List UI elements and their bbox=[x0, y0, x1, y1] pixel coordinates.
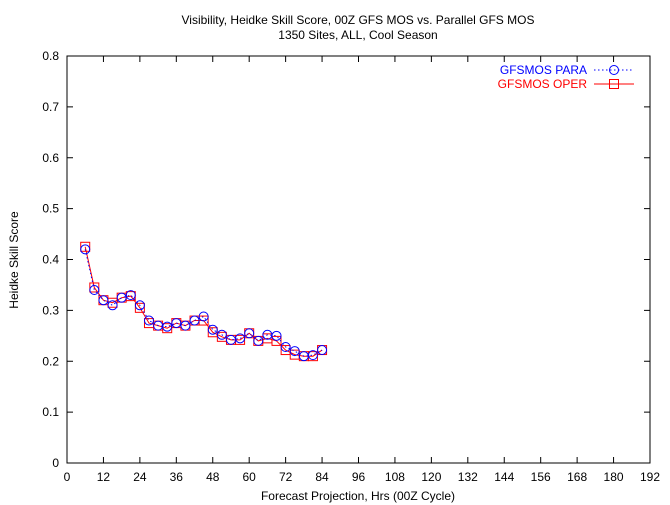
x-tick-label: 12 bbox=[97, 470, 111, 484]
data-point bbox=[180, 320, 191, 331]
y-tick-label: 0.1 bbox=[42, 405, 59, 419]
data-point bbox=[171, 318, 182, 329]
data-point bbox=[235, 333, 246, 344]
y-axis-label: Heidke Skill Score bbox=[7, 211, 21, 309]
x-tick-label: 180 bbox=[604, 470, 624, 484]
data-point bbox=[89, 282, 100, 293]
y-tick-label: 0.3 bbox=[42, 303, 59, 317]
y-tick-label: 0.7 bbox=[42, 100, 59, 114]
x-tick-label: 48 bbox=[206, 470, 220, 484]
x-tick-label: 120 bbox=[421, 470, 441, 484]
y-tick-label: 0.6 bbox=[42, 151, 59, 165]
x-tick-label: 84 bbox=[315, 470, 329, 484]
axis-ticks: 0 12 24 36 48 60 72 84 96 108 120 132 144 156 168 180 19… bbox=[42, 49, 660, 484]
data-point bbox=[125, 290, 136, 301]
x-tick-label: 60 bbox=[243, 470, 257, 484]
data-point bbox=[244, 328, 255, 339]
data-point bbox=[107, 300, 118, 311]
legend-label: GFSMOS PARA bbox=[500, 63, 587, 77]
x-tick-label: 192 bbox=[640, 470, 660, 484]
legend-marker bbox=[609, 79, 619, 89]
data-point bbox=[143, 315, 154, 326]
data-point bbox=[253, 335, 264, 346]
legend-label: GFSMOS OPER bbox=[498, 77, 588, 91]
data-point bbox=[317, 345, 328, 356]
data-point bbox=[134, 302, 145, 313]
y-tick-label: 0.4 bbox=[42, 253, 59, 267]
series-line bbox=[84, 249, 323, 357]
data-point bbox=[189, 315, 200, 326]
x-tick-label: 144 bbox=[494, 470, 514, 484]
chart-title: Visibility, Heidke Skill Score, 00Z GFS … bbox=[182, 13, 535, 27]
data-point bbox=[280, 342, 291, 353]
y-tick-label: 0.2 bbox=[42, 354, 59, 368]
y-tick-label: 0.5 bbox=[42, 202, 59, 216]
x-tick-label: 72 bbox=[279, 470, 293, 484]
data-point bbox=[207, 324, 218, 335]
data-point bbox=[162, 321, 173, 332]
data-point bbox=[216, 329, 227, 340]
data-point bbox=[116, 292, 127, 303]
legend-marker bbox=[609, 65, 619, 75]
data-point bbox=[289, 346, 300, 357]
x-axis-label: Forecast Projection, Hrs (00Z Cycle) bbox=[261, 489, 455, 503]
x-tick-label: 96 bbox=[352, 470, 366, 484]
plot-frame bbox=[66, 55, 651, 464]
data-point bbox=[134, 300, 145, 311]
data-point bbox=[307, 350, 318, 361]
series-line bbox=[84, 246, 323, 357]
x-tick-label: 156 bbox=[531, 470, 551, 484]
x-tick-label: 24 bbox=[133, 470, 147, 484]
data-point bbox=[89, 285, 100, 296]
x-tick-label: 0 bbox=[64, 470, 71, 484]
y-tick-label: 0 bbox=[52, 456, 59, 470]
chart-subtitle: 1350 Sites, ALL, Cool Season bbox=[278, 28, 437, 42]
x-tick-label: 108 bbox=[385, 470, 405, 484]
data-point bbox=[98, 295, 109, 306]
x-tick-label: 132 bbox=[458, 470, 478, 484]
y-tick-label: 0.8 bbox=[42, 49, 59, 63]
series-layer bbox=[80, 241, 328, 362]
x-tick-label: 36 bbox=[170, 470, 184, 484]
data-point bbox=[80, 241, 91, 252]
x-tick-label: 168 bbox=[567, 470, 587, 484]
data-point bbox=[198, 311, 209, 322]
data-point bbox=[271, 330, 282, 341]
data-point bbox=[80, 244, 91, 255]
